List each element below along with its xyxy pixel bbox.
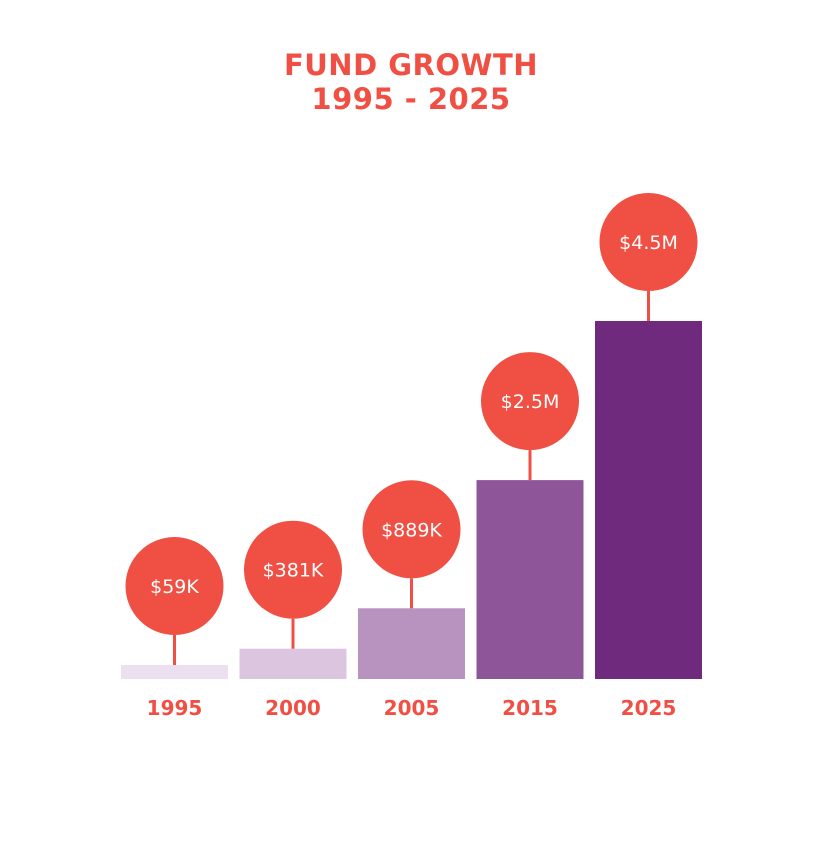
- value-bubble: [362, 480, 461, 579]
- value-bubble: [481, 352, 579, 451]
- x-tick-label: 2015: [502, 696, 558, 720]
- x-tick-label: 2005: [384, 696, 440, 720]
- x-tick-label: 2025: [621, 696, 677, 720]
- chart-title: FUND GROWTH 1995 - 2025: [0, 48, 822, 116]
- value-bubble: [599, 193, 698, 291]
- bar-2000: [239, 648, 347, 679]
- title-line-1: FUND GROWTH: [283, 48, 539, 82]
- value-label: $381K: [263, 560, 324, 582]
- bar-2015: [476, 480, 584, 679]
- value-label: $4.5M: [619, 232, 678, 254]
- value-label: $889K: [381, 519, 442, 541]
- bar-2005: [358, 608, 465, 679]
- bar-2025: [595, 321, 702, 679]
- x-tick-label: 1995: [147, 696, 203, 720]
- value-bubble: [125, 537, 224, 635]
- value-bubble: [244, 520, 342, 619]
- title-line-2: 1995 - 2025: [311, 82, 511, 116]
- value-label: $2.5M: [501, 391, 560, 413]
- value-label: $59K: [150, 576, 199, 598]
- bar-1995: [121, 665, 228, 679]
- x-tick-label: 2000: [265, 696, 321, 720]
